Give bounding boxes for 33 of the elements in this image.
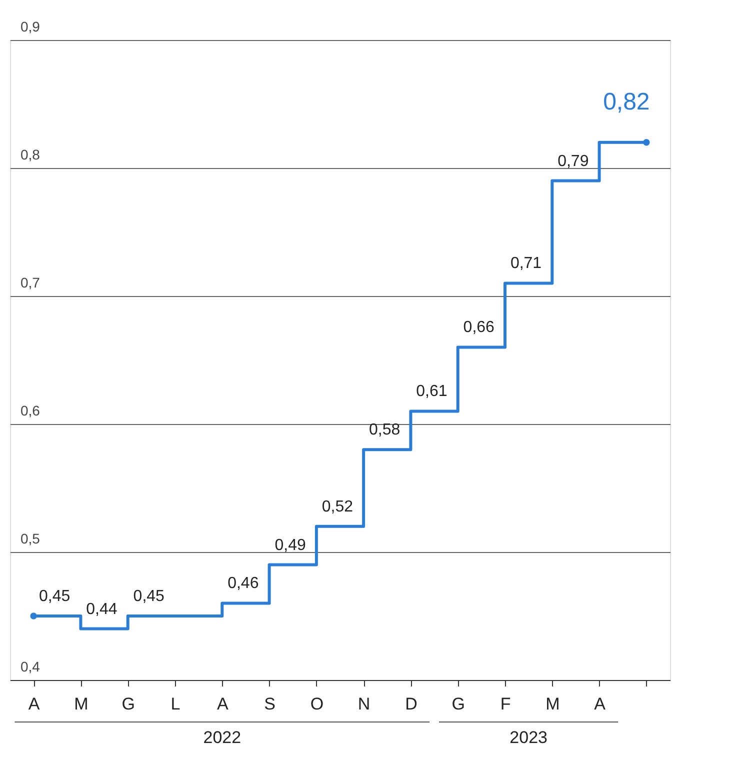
y-tick-label: 0,9 — [20, 18, 40, 34]
y-tick-label: 0,7 — [20, 274, 40, 290]
data-label: 0,45 — [133, 588, 165, 605]
x-tick-label: S — [264, 694, 276, 714]
text: 2023 — [510, 728, 548, 747]
y-tick-label: 0,5 — [20, 530, 40, 546]
text: 2022 — [203, 728, 242, 747]
data-label: 0,58 — [369, 422, 400, 439]
data-label: 0,61 — [416, 383, 448, 400]
x-tick-label: M — [546, 694, 560, 714]
x-tick-label: G — [122, 694, 135, 714]
data-label: 0,44 — [86, 600, 118, 618]
data-label: 0,45 — [39, 588, 70, 605]
data-label: 0,66 — [463, 319, 495, 336]
y-tick-label: 0,4 — [20, 658, 40, 674]
x-tick-label: A — [28, 694, 40, 714]
data-label: 0,79 — [558, 152, 589, 170]
y-tick-label: 0,8 — [20, 146, 40, 162]
y-tick-label: 0,6 — [20, 402, 40, 418]
data-label: 0,82 — [603, 88, 650, 116]
x-tick-label: D — [405, 694, 418, 714]
x-tick-label: A — [216, 694, 229, 714]
x-tick-label: N — [358, 694, 370, 714]
x-tick-label: F — [500, 694, 511, 714]
x-tick-label: G — [452, 694, 465, 714]
data-label: 0,71 — [510, 255, 542, 272]
data-label: 0,46 — [228, 575, 259, 592]
x-tick-label: M — [74, 694, 88, 714]
x-tick-label: L — [170, 694, 180, 714]
data-label: 0,52 — [322, 498, 354, 516]
data-label: 0,49 — [274, 536, 306, 554]
x-tick-label: O — [310, 694, 324, 714]
x-tick-label: A — [594, 694, 606, 714]
